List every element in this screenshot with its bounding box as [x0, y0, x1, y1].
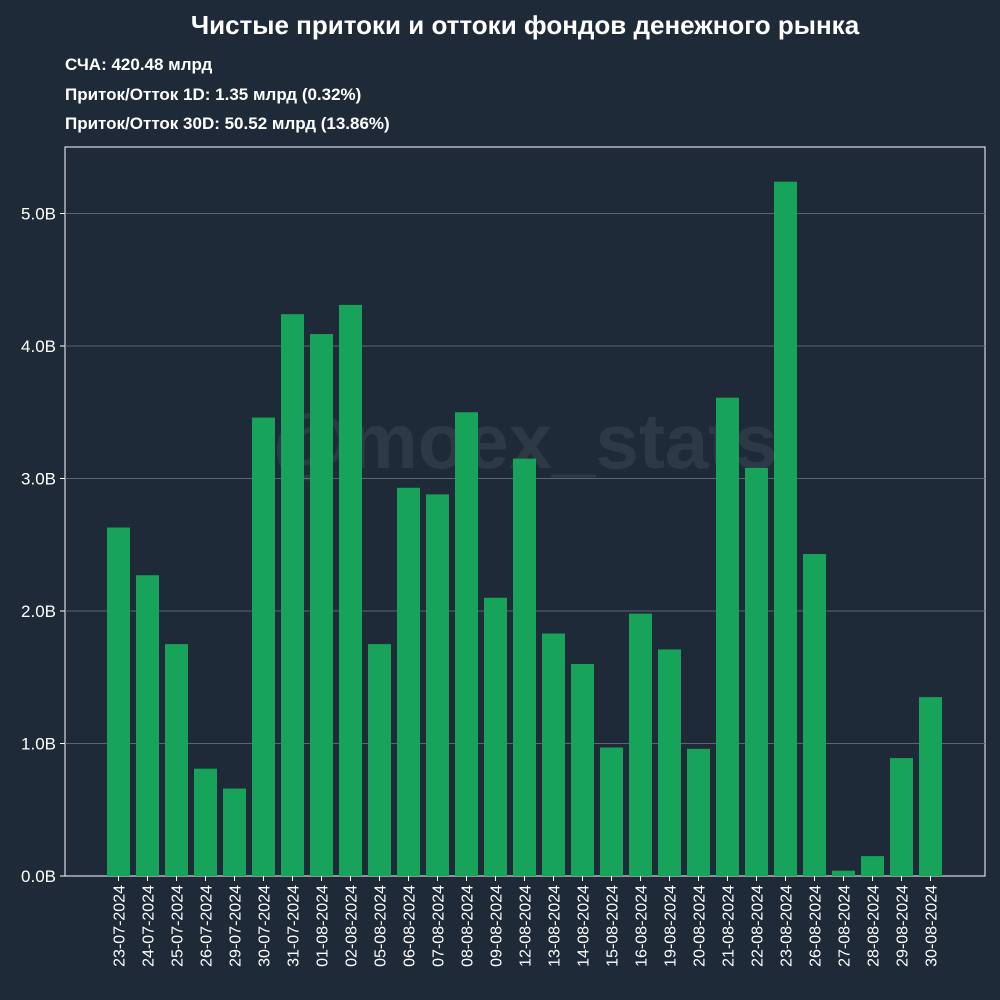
- x-tick-label: 20-08-2024: [692, 885, 709, 967]
- flow-30d-stat: Приток/Отток 30D: 50.52 млрд (13.86%): [65, 114, 390, 133]
- x-tick-label: 09-08-2024: [489, 885, 506, 967]
- bar: [542, 633, 565, 876]
- bars: [107, 181, 942, 876]
- x-tick-label: 28-08-2024: [866, 885, 883, 967]
- y-tick-label: 2.0B: [21, 602, 56, 621]
- x-tick-label: 25-07-2024: [170, 885, 187, 967]
- bar: [861, 856, 884, 876]
- bar: [455, 412, 478, 876]
- x-tick-label: 02-08-2024: [344, 885, 361, 967]
- nav-stat: СЧА: 420.48 млрд: [65, 55, 213, 74]
- x-tick-label: 30-07-2024: [257, 885, 274, 967]
- x-tick-label: 13-08-2024: [547, 885, 564, 967]
- x-tick-label: 08-08-2024: [460, 885, 477, 967]
- x-tick-label: 29-08-2024: [895, 885, 912, 967]
- bar: [600, 747, 623, 876]
- y-tick-label: 0.0B: [21, 867, 56, 886]
- bar: [745, 467, 768, 876]
- x-tick-label: 26-07-2024: [199, 885, 216, 967]
- bar: [571, 664, 594, 876]
- chart-title: Чистые притоки и оттоки фондов денежного…: [190, 10, 860, 40]
- bar: [165, 644, 188, 876]
- x-tick-label: 22-08-2024: [750, 885, 767, 967]
- y-tick-label: 5.0B: [21, 205, 56, 224]
- x-tick-label: 26-08-2024: [808, 885, 825, 967]
- x-tick-label: 07-08-2024: [431, 885, 448, 967]
- bar: [252, 417, 275, 876]
- bar: [658, 649, 681, 876]
- bar: [223, 788, 246, 876]
- x-tick-label: 24-07-2024: [141, 885, 158, 967]
- bar: [513, 458, 536, 876]
- x-tick-label: 05-08-2024: [373, 885, 390, 967]
- y-tick-label: 4.0B: [21, 337, 56, 356]
- bar: [890, 758, 913, 876]
- bar: [194, 768, 217, 876]
- x-tick-label: 21-08-2024: [721, 885, 738, 967]
- x-tick-label: 23-07-2024: [112, 885, 129, 967]
- bar: [339, 304, 362, 876]
- bar: [629, 613, 652, 876]
- bar: [426, 494, 449, 876]
- bar: [803, 554, 826, 876]
- y-tick-label: 3.0B: [21, 470, 56, 489]
- bar: [484, 597, 507, 876]
- x-tick-label: 19-08-2024: [663, 885, 680, 967]
- y-tick-label: 1.0B: [21, 735, 56, 754]
- x-tick-label: 12-08-2024: [518, 885, 535, 967]
- x-tick-label: 31-07-2024: [286, 885, 303, 967]
- x-tick-label: 01-08-2024: [315, 885, 332, 967]
- x-tick-label: 30-08-2024: [924, 885, 941, 967]
- bar: [281, 314, 304, 876]
- bar: [368, 644, 391, 876]
- bar: [774, 181, 797, 876]
- x-tick-label: 14-08-2024: [576, 885, 593, 967]
- bar: [832, 870, 855, 876]
- bar: [716, 397, 739, 876]
- bar: [310, 334, 333, 876]
- y-axis-ticks: 0.0B 1.0B 2.0B 3.0B 4.0B 5.0B: [21, 205, 65, 886]
- x-tick-label: 23-08-2024: [779, 885, 796, 967]
- x-tick-label: 16-08-2024: [634, 885, 651, 967]
- x-tick-label: 29-07-2024: [228, 885, 245, 967]
- flow-1d-stat: Приток/Отток 1D: 1.35 млрд (0.32%): [65, 85, 362, 104]
- bar: [919, 697, 942, 876]
- x-axis-ticks: 23-07-2024 24-07-2024 25-07-2024 26-07-2024…: [112, 876, 941, 967]
- bar: [107, 527, 130, 876]
- bar: [687, 748, 710, 876]
- bar: [136, 575, 159, 876]
- bar: [397, 487, 420, 876]
- x-tick-label: 15-08-2024: [605, 885, 622, 967]
- x-tick-label: 27-08-2024: [837, 885, 854, 967]
- x-tick-label: 06-08-2024: [402, 885, 419, 967]
